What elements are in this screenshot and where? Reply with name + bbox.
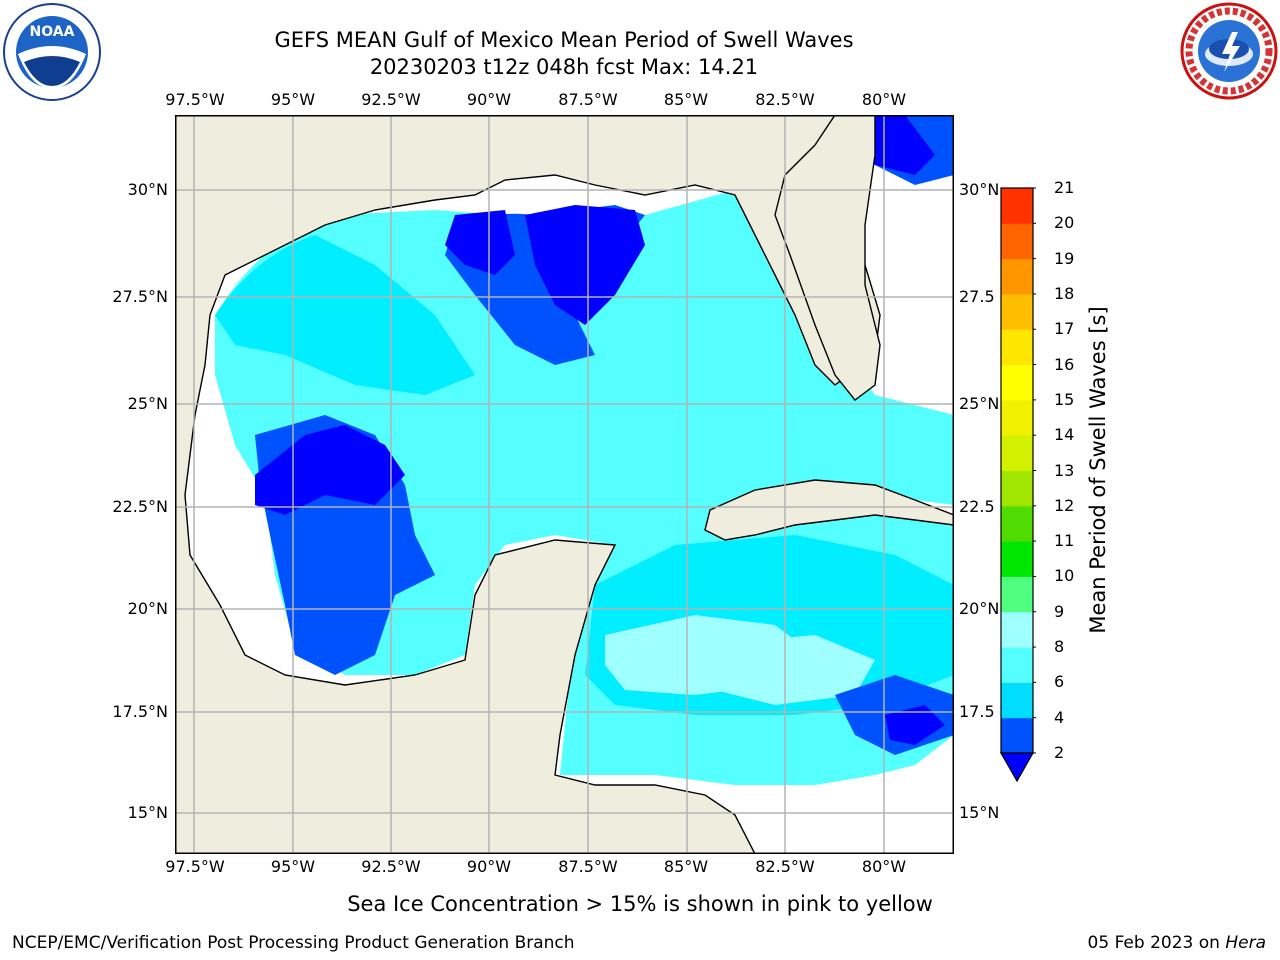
colorbar-label-anchor: Mean Period of Swell Waves [s]: [1086, 306, 1110, 633]
colorbar-tick-label: 6: [1054, 672, 1065, 692]
colorbar-segment: [1001, 611, 1033, 648]
lon-tick-top: 92.5°W: [361, 90, 421, 109]
colorbar-tick-label: 18: [1054, 283, 1075, 303]
lat-tick-left: 20°N: [127, 599, 168, 618]
nws-logo: [1180, 2, 1278, 100]
colorbar-segment: [1001, 399, 1033, 436]
map-frame: [175, 115, 954, 854]
lat-tick-right: 25°N: [959, 394, 1000, 413]
lon-tick-bottom: 82.5°W: [755, 857, 815, 876]
colorbar-tick-label: 14: [1054, 425, 1075, 445]
lat-tick-right: 15°N: [959, 803, 1000, 822]
colorbar-extend-triangle: [999, 752, 1035, 783]
noaa-logo-text: NOAA: [30, 24, 75, 40]
lat-tick-right: 20°N: [959, 599, 1000, 618]
colorbar: [999, 186, 1038, 786]
swell-field: [175, 115, 954, 854]
lon-tick-top: 85°W: [663, 90, 709, 109]
lat-tick-right: 17.5: [959, 702, 995, 721]
colorbar-segment: [1001, 258, 1033, 295]
lon-tick-top: 90°W: [466, 90, 512, 109]
lat-tick-left: 27.5°N: [112, 287, 168, 306]
colorbar-tick-label: 17: [1054, 319, 1075, 339]
colorbar-tick-label: 11: [1054, 531, 1075, 551]
lat-tick-left: 30°N: [127, 180, 168, 199]
lon-tick-bottom: 90°W: [466, 857, 512, 876]
lat-tick-left: 25°N: [127, 394, 168, 413]
lon-tick-bottom: 80°W: [861, 857, 907, 876]
colorbar-segment: [1001, 505, 1033, 542]
footer-credit: NCEP/EMC/Verification Post Processing Pr…: [12, 933, 575, 953]
lon-tick-top: 80°W: [861, 90, 907, 109]
lon-tick-bottom: 92.5°W: [361, 857, 421, 876]
footer-date: 05 Feb 2023 on Hera: [1088, 933, 1266, 953]
lon-tick-bottom: 85°W: [663, 857, 709, 876]
colorbar-tick-label: 20: [1054, 213, 1075, 233]
colorbar-segment: [1001, 647, 1033, 683]
lon-tick-bottom: 87.5°W: [558, 857, 618, 876]
colorbar-tick-label: 8: [1054, 637, 1065, 657]
colorbar-tick-label: 12: [1054, 495, 1075, 515]
colorbar-label: Mean Period of Swell Waves [s]: [1086, 306, 1110, 634]
colorbar-segment: [1001, 682, 1033, 719]
lat-tick-right: 30°N: [959, 180, 1000, 199]
colorbar-tick-label: 10: [1054, 566, 1075, 586]
colorbar-segment: [1001, 329, 1033, 366]
noaa-logo: NOAA: [2, 2, 102, 102]
colorbar-segment: [1001, 435, 1033, 471]
lat-tick-right: 27.5: [959, 287, 995, 306]
colorbar-svg: [999, 187, 1038, 783]
colorbar-tick-label: 16: [1054, 354, 1075, 374]
map-svg: [174, 114, 955, 855]
map-title: GEFS MEAN Gulf of Mexico Mean Period of …: [274, 28, 854, 52]
graticule: [175, 115, 954, 854]
colorbar-tick-label: 19: [1054, 248, 1075, 268]
lat-tick-left: 17.5°N: [112, 702, 168, 721]
colorbar-tick-label: 15: [1054, 389, 1075, 409]
lat-tick-left: 22.5°N: [112, 497, 168, 516]
lon-tick-top: 97.5°W: [165, 90, 225, 109]
colorbar-tick-label: 13: [1054, 460, 1075, 480]
footer-host: Hera: [1225, 933, 1266, 953]
colorbar-segment: [1001, 717, 1033, 754]
colorbar-tick-label: 9: [1054, 601, 1065, 621]
sea-ice-caption: Sea Ice Concentration > 15% is shown in …: [347, 892, 933, 916]
colorbar-segment: [1001, 223, 1033, 260]
colorbar-segment: [1001, 470, 1033, 507]
colorbar-segment: [1001, 293, 1033, 330]
colorbar-segment: [1001, 188, 1033, 224]
colorbar-tick-label: 4: [1054, 707, 1065, 727]
lon-tick-top: 95°W: [270, 90, 316, 109]
colorbar-tick-label: 21: [1054, 178, 1075, 197]
colorbar-segment: [1001, 364, 1033, 401]
lat-tick-left: 15°N: [127, 803, 168, 822]
footer-date-text: 05 Feb 2023 on: [1087, 933, 1226, 953]
lat-tick-right: 22.5: [959, 497, 995, 516]
colorbar-tick-label: 2: [1054, 743, 1065, 762]
map-plot-area: [174, 114, 955, 855]
colorbar-tick-labels: 2 4 6 8 9 10 11 12 13 14 15 16 17 18 19 20 21: [1054, 0, 1094, 960]
colorbar-segment: [1001, 576, 1033, 613]
lon-tick-bottom: 97.5°W: [165, 857, 225, 876]
map-subtitle: 20230203 t12z 048h fcst Max: 14.21: [369, 55, 759, 79]
land-masses: [174, 114, 955, 855]
lon-tick-bottom: 95°W: [270, 857, 316, 876]
lon-tick-top: 87.5°W: [558, 90, 618, 109]
colorbar-segment: [1001, 541, 1033, 577]
lon-tick-top: 82.5°W: [755, 90, 815, 109]
